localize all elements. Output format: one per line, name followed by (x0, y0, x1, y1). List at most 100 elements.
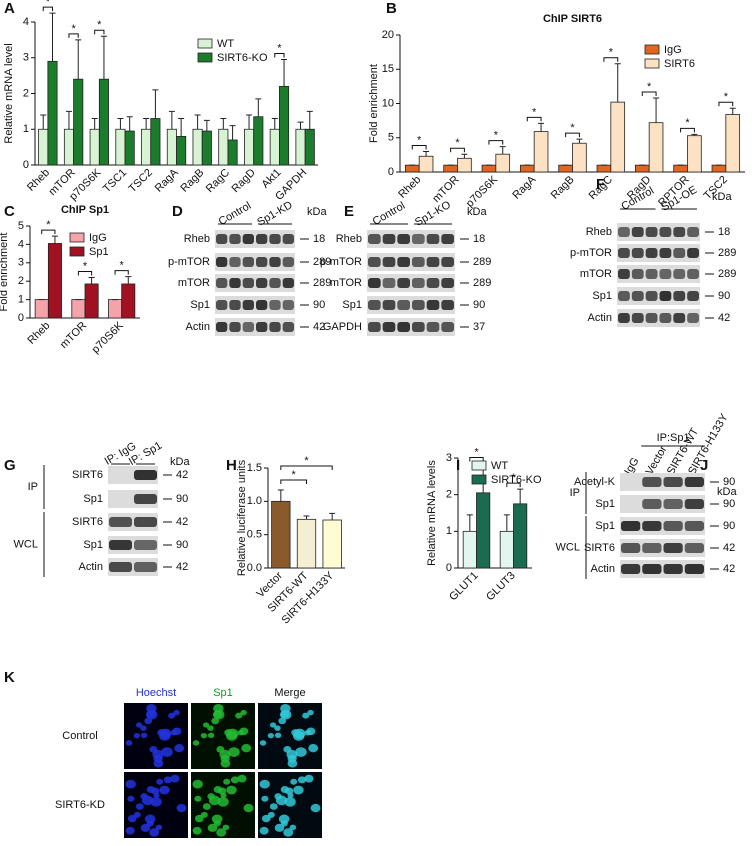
error-bar (297, 121, 304, 130)
nucleus (226, 785, 237, 795)
blot-band (282, 234, 294, 244)
blot-band (687, 291, 699, 301)
nucleus (194, 814, 204, 823)
significance-bracket (280, 465, 333, 470)
blot-band (397, 300, 410, 310)
panel-letter: E (344, 203, 354, 220)
blot-band (412, 257, 425, 267)
size-label: 289 (313, 256, 331, 268)
nucleus (283, 828, 294, 837)
legend-swatch (471, 460, 487, 471)
nucleus (310, 803, 321, 813)
size-label: 42 (176, 469, 188, 481)
protein-label: Sp1 (190, 299, 210, 311)
blot-band (663, 477, 683, 487)
blot-band (441, 257, 454, 267)
blot-band (684, 521, 704, 531)
blot-band (134, 562, 157, 572)
size-label: 289 (313, 277, 331, 289)
blot-band (242, 257, 254, 267)
bar (38, 128, 49, 166)
blot-band (109, 562, 132, 572)
blot-band (618, 269, 630, 279)
blot-band (242, 300, 254, 310)
nucleus (283, 745, 292, 753)
error-bar (88, 277, 95, 284)
bar (121, 283, 136, 319)
y-tick-label: 2 (23, 87, 29, 99)
section-label: IP (570, 487, 580, 499)
blot-band (645, 313, 658, 323)
bar (108, 299, 123, 319)
size-label: 42 (723, 542, 735, 554)
x-tick-label: RagD (229, 167, 257, 195)
y-tick-label: 1 (446, 525, 452, 537)
nucleus (173, 709, 180, 716)
bar (519, 164, 535, 173)
nucleus (280, 785, 290, 794)
blot-band (368, 257, 381, 267)
x-tick-label: p70S6K (90, 319, 127, 356)
nucleus (230, 776, 240, 784)
blot-band (621, 564, 641, 574)
blot-band (282, 257, 294, 267)
nucleus (213, 820, 221, 827)
blot-band (282, 322, 294, 332)
error-bar (152, 89, 159, 119)
bar (89, 128, 100, 166)
size-label: 18 (313, 233, 325, 245)
protein-label: Rheb (336, 233, 362, 245)
legend-swatch (69, 232, 85, 243)
nucleus (168, 712, 176, 719)
nucleus (125, 740, 133, 746)
bar (253, 116, 264, 166)
blot-band (645, 291, 658, 301)
nucleus (226, 728, 239, 739)
y-axis-label: Relative mRNA levels (426, 460, 438, 566)
blot-band (216, 257, 228, 267)
nucleus (174, 743, 185, 753)
significance-bracket (469, 457, 484, 462)
protein-label: p-mTOR (320, 256, 362, 268)
bar (418, 155, 434, 173)
nucleus (289, 824, 297, 831)
blot-band (631, 313, 644, 323)
error-bar (517, 488, 524, 504)
bar (533, 131, 549, 173)
nucleus (274, 725, 281, 731)
panel-letter: K (4, 669, 15, 686)
error-bar (576, 138, 583, 144)
significance-marker: * (609, 47, 614, 59)
error-bar (653, 97, 660, 123)
nucleus (133, 732, 141, 739)
blot-band (684, 477, 704, 487)
blot-band (368, 278, 381, 288)
blot-band (397, 234, 410, 244)
blot-band (642, 499, 662, 509)
blot-band (109, 540, 132, 550)
blot-band (368, 300, 381, 310)
nucleus (240, 709, 247, 716)
x-tick-label: RagC (204, 167, 232, 195)
significance-bracket (641, 91, 657, 97)
blot-band (673, 291, 686, 301)
blot-band (134, 517, 157, 527)
error-bar (329, 512, 336, 520)
bar (462, 530, 477, 569)
bar (687, 135, 702, 173)
nucleus (220, 759, 231, 768)
significance-bracket (680, 127, 695, 133)
ip-label: IP:Sp1 (657, 432, 690, 444)
nucleus (216, 745, 225, 753)
nucleus (217, 797, 229, 807)
blot-band (684, 543, 704, 553)
bar (115, 128, 126, 166)
protein-label: GAPDH (323, 321, 362, 333)
error-bar (691, 133, 698, 136)
error-bar (194, 114, 201, 130)
error-bar (466, 514, 473, 532)
nucleus (153, 792, 160, 799)
error-bar (91, 118, 98, 130)
blot-band (134, 540, 157, 550)
